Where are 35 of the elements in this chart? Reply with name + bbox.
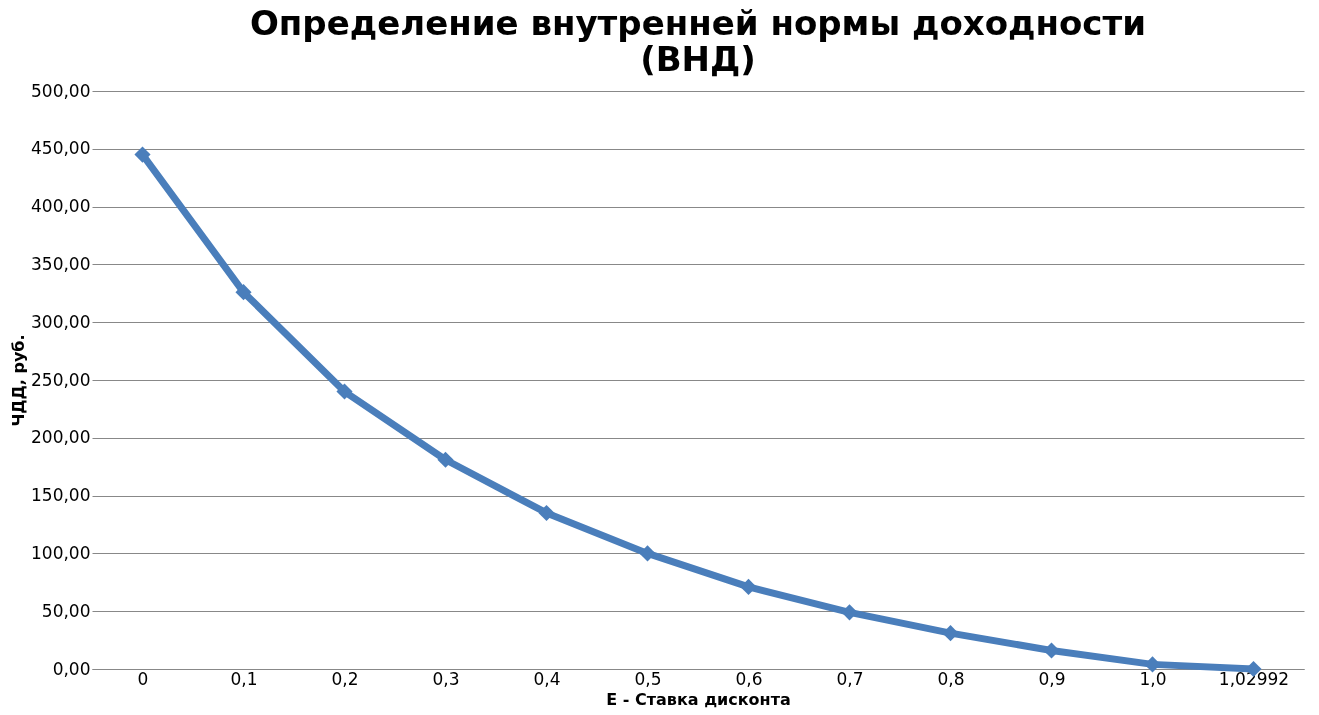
x-tick-label: 0,7 <box>836 668 864 689</box>
y-tick-label: 0,00 <box>52 658 91 679</box>
x-tick-label: 1,02992 <box>1218 668 1290 689</box>
x-tick-label: 0,2 <box>331 668 359 689</box>
point <box>538 504 555 521</box>
y-tick-label: 200,00 <box>31 427 91 448</box>
point <box>336 383 353 400</box>
y-axis-title: ЧДД, руб. <box>9 334 29 427</box>
y-tick-label: 350,00 <box>31 253 91 274</box>
y-tick-label: 500,00 <box>31 80 91 101</box>
point <box>437 451 454 468</box>
y-tick-label: 450,00 <box>31 138 91 159</box>
x-tick-label: 0 <box>137 668 149 689</box>
y-tick-label: 300,00 <box>31 311 91 332</box>
point <box>841 604 858 621</box>
y-tick-label: 150,00 <box>31 485 91 506</box>
x-tick-label: 0,8 <box>937 668 965 689</box>
y-tick-label: 250,00 <box>31 369 91 390</box>
point <box>134 146 151 163</box>
x-tick-label: 0,1 <box>230 668 258 689</box>
x-tick-label: 0,3 <box>432 668 460 689</box>
x-tick-label: 0,6 <box>735 668 763 689</box>
y-tick-label: 100,00 <box>31 542 91 563</box>
x-axis-title: E - Ставка дисконта <box>606 689 791 709</box>
x-tick-label: 0,9 <box>1038 668 1066 689</box>
y-tick-label: 400,00 <box>31 196 91 217</box>
x-tick-label: 0,5 <box>634 668 662 689</box>
chart-title: Определение внутренней нормы доходности (ВНД) <box>249 3 1147 79</box>
x-tick-label: 1,0 <box>1139 668 1167 689</box>
y-tick-label: 50,00 <box>41 600 91 621</box>
point <box>740 578 757 595</box>
point <box>235 284 252 301</box>
point <box>639 545 656 562</box>
x-tick-label: 0,4 <box>533 668 561 689</box>
point <box>942 625 959 642</box>
